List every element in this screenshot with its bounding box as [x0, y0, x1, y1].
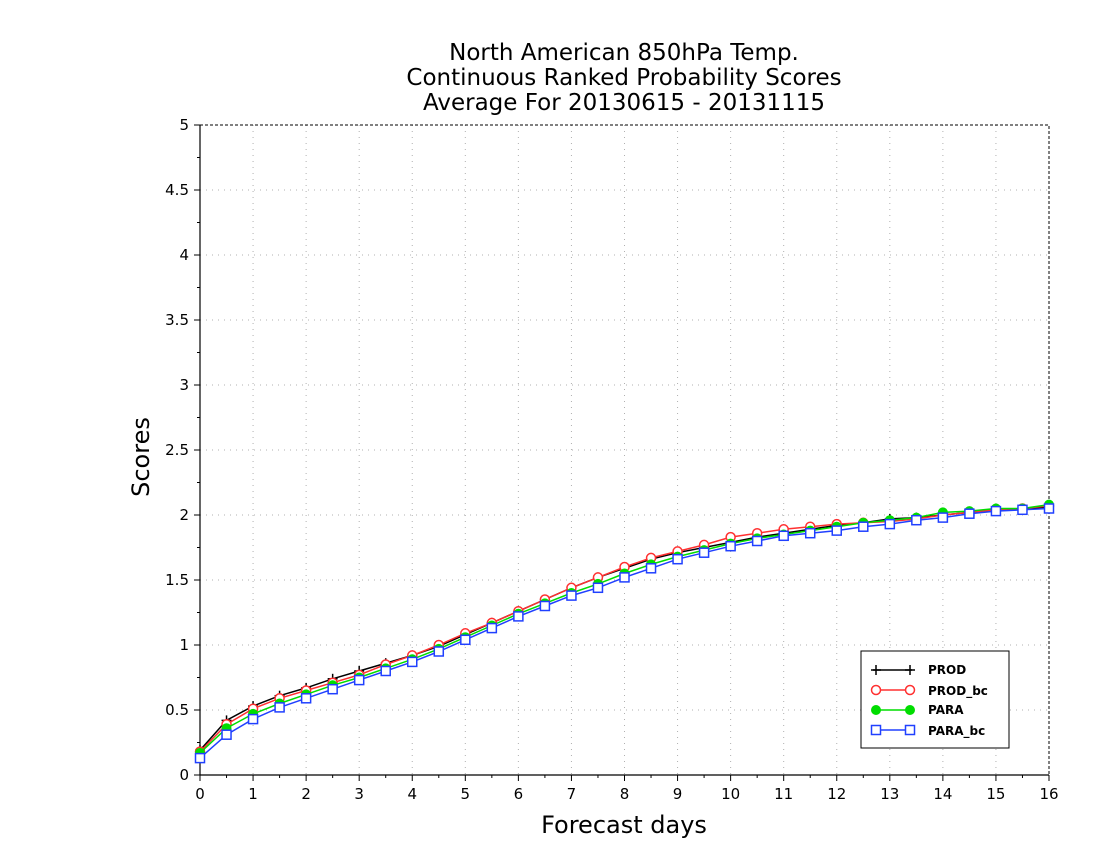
- y-tick-label: 5: [179, 116, 189, 134]
- x-tick-label: 15: [986, 785, 1005, 803]
- data-point-para-bc: [1043, 503, 1055, 514]
- data-point-para-bc: [990, 505, 1002, 517]
- data-point-para-bc: [645, 563, 657, 574]
- x-tick-label: 9: [673, 785, 683, 803]
- y-tick-label: 1.5: [165, 571, 189, 589]
- data-point-para-bc: [353, 674, 365, 686]
- data-point-para-bc: [698, 547, 710, 558]
- legend-box: [860, 650, 1010, 749]
- y-tick-label: 3.5: [165, 311, 189, 329]
- data-point-para-bc: [513, 611, 524, 622]
- chart-title-line-3: Average For 20130615 - 20131115: [423, 90, 825, 116]
- data-point-para-bc: [858, 521, 869, 532]
- x-tick-label: 13: [880, 785, 899, 803]
- y-tick-label: 4.5: [165, 181, 189, 199]
- data-point-para-bc: [725, 540, 736, 552]
- x-tick-label: 5: [461, 785, 471, 803]
- data-point-para-bc: [380, 665, 391, 677]
- legend-items: [870, 665, 916, 736]
- x-tick-label: 3: [354, 785, 364, 803]
- grid: [200, 125, 1049, 775]
- data-point-para-bc: [751, 535, 763, 547]
- data-point-para-bc: [247, 713, 259, 725]
- data-point-para-bc: [1017, 504, 1028, 516]
- data-point-para-bc: [274, 702, 285, 713]
- x-tick-label: 4: [407, 785, 417, 803]
- legend-label-prod-bc: PROD_bc: [928, 684, 988, 699]
- x-tick-label: 11: [774, 785, 793, 803]
- y-axis-label: Scores: [127, 417, 155, 497]
- x-tick-label: 8: [620, 785, 630, 803]
- chart-title-line-2: Continuous Ranked Probability Scores: [406, 65, 841, 91]
- x-tick-label: 14: [933, 785, 952, 803]
- x-tick-label: 7: [567, 785, 577, 803]
- data-point-para-bc: [486, 622, 498, 634]
- legend-marker-para-bc: [870, 724, 882, 736]
- data-point-para-bc: [778, 530, 789, 542]
- data-point-para-bc: [592, 582, 604, 594]
- legend-marker-prod: [905, 665, 915, 675]
- x-tick-label: 12: [827, 785, 846, 803]
- x-tick-label: 0: [195, 785, 205, 803]
- legend: PROD PROD_bc PARA PARA_bc: [860, 650, 1010, 749]
- data-point-para-bc: [407, 656, 418, 668]
- data-point-para-bc: [566, 590, 577, 601]
- x-tick-label: 2: [301, 785, 311, 803]
- legend-marker-para: [871, 705, 881, 715]
- data-point-para-bc: [937, 512, 949, 523]
- chart-title: North American 850hPa Temp. Continuous R…: [406, 40, 841, 116]
- legend-label-para-bc: PARA_bc: [928, 724, 985, 739]
- legend-label-para: PARA: [928, 703, 964, 717]
- data-point-para-bc: [672, 553, 683, 565]
- y-tick-label: 3: [179, 376, 189, 394]
- x-tick-label: 6: [514, 785, 524, 803]
- data-point-para-bc: [300, 693, 312, 704]
- data-point-para-bc: [619, 572, 630, 583]
- y-tick-label: 2: [179, 506, 189, 524]
- x-tick-label: 10: [721, 785, 740, 803]
- data-point-para-bc: [327, 683, 338, 695]
- series-layer: [194, 499, 1055, 764]
- data-point-para-bc: [804, 527, 816, 539]
- x-axis-label: Forecast days: [541, 811, 707, 839]
- data-point-para-bc: [964, 508, 975, 519]
- x-tick-label: 16: [1039, 785, 1058, 803]
- legend-marker-prod: [871, 665, 881, 675]
- legend-marker-para-bc: [904, 724, 916, 736]
- legend-label-prod: PROD: [928, 663, 966, 677]
- data-point-para-bc: [884, 518, 896, 530]
- x-tick-label: 1: [248, 785, 258, 803]
- series-para-bc: [194, 503, 1055, 764]
- y-tick-label: 1: [179, 636, 189, 654]
- legend-marker-prod-bc: [904, 684, 916, 696]
- legend-marker-para: [905, 705, 915, 715]
- data-point-para-bc: [433, 646, 445, 657]
- data-point-para-bc: [194, 752, 206, 764]
- y-tick-label: 0.5: [165, 701, 189, 719]
- chart-title-line-1: North American 850hPa Temp.: [449, 40, 799, 66]
- y-tick-label: 2.5: [165, 441, 189, 459]
- data-point-para-bc: [460, 634, 471, 646]
- y-tick-label: 0: [179, 766, 189, 784]
- y-tick-label: 4: [179, 246, 189, 264]
- data-point-para-bc: [831, 525, 842, 536]
- axis-ticks: 0 1 2 3 4 5 6 7 8 9 10 11 12 13 14 15 1600.511.522.533.5…: [165, 116, 1058, 803]
- data-point-para-bc: [539, 600, 551, 612]
- data-point-para-bc: [911, 514, 922, 526]
- data-point-para-bc: [221, 729, 232, 740]
- legend-marker-prod-bc: [870, 684, 882, 696]
